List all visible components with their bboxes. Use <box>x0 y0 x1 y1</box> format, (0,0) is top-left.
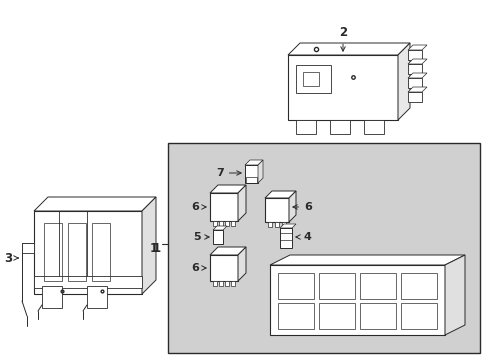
Bar <box>224 221 228 226</box>
Polygon shape <box>407 59 426 64</box>
Bar <box>219 281 223 286</box>
Bar <box>44 223 62 281</box>
Bar <box>34 211 142 294</box>
Bar <box>407 78 421 88</box>
Bar <box>407 92 421 102</box>
Polygon shape <box>238 185 245 221</box>
Bar <box>318 303 354 329</box>
Bar <box>209 193 238 221</box>
Bar <box>407 50 421 60</box>
Polygon shape <box>397 43 409 120</box>
Bar <box>92 223 110 281</box>
Text: 1: 1 <box>149 242 158 255</box>
Bar <box>34 276 142 288</box>
Polygon shape <box>238 247 245 281</box>
Polygon shape <box>264 191 295 198</box>
Bar <box>42 286 62 308</box>
Polygon shape <box>444 255 464 335</box>
Polygon shape <box>407 73 426 78</box>
Polygon shape <box>258 160 263 183</box>
Text: 1: 1 <box>153 242 161 255</box>
Bar <box>209 255 238 281</box>
Text: 6: 6 <box>292 202 311 212</box>
Bar <box>219 221 223 226</box>
Text: 3: 3 <box>4 252 18 265</box>
Bar <box>295 65 330 93</box>
Polygon shape <box>288 191 295 222</box>
Bar <box>329 120 349 134</box>
Bar <box>400 303 436 329</box>
Bar <box>213 221 217 226</box>
Bar <box>359 273 395 299</box>
Polygon shape <box>209 185 245 193</box>
Bar <box>278 303 313 329</box>
Bar <box>245 177 257 183</box>
Text: 5: 5 <box>193 232 209 242</box>
Bar <box>295 120 315 134</box>
Polygon shape <box>407 45 426 50</box>
Polygon shape <box>269 255 464 265</box>
Polygon shape <box>407 87 426 92</box>
Bar <box>359 303 395 329</box>
Bar <box>303 72 318 86</box>
Text: 4: 4 <box>295 232 310 242</box>
Bar <box>287 55 397 120</box>
Bar <box>68 223 86 281</box>
Bar <box>168 143 479 353</box>
Bar <box>224 281 228 286</box>
Bar <box>264 198 288 222</box>
Polygon shape <box>209 247 245 255</box>
Bar <box>274 222 279 227</box>
Polygon shape <box>280 224 295 228</box>
Bar <box>280 228 291 248</box>
Polygon shape <box>213 226 226 230</box>
Bar <box>22 243 34 253</box>
Bar <box>278 273 313 299</box>
Bar <box>269 265 444 335</box>
Bar <box>230 281 235 286</box>
Bar <box>400 273 436 299</box>
Bar <box>407 64 421 74</box>
Text: 6: 6 <box>191 202 206 212</box>
Bar <box>282 222 285 227</box>
Polygon shape <box>142 197 156 294</box>
Text: 6: 6 <box>191 263 206 273</box>
Polygon shape <box>244 160 263 165</box>
Bar <box>363 120 383 134</box>
Bar <box>267 222 271 227</box>
Bar <box>244 165 258 183</box>
Bar <box>230 221 235 226</box>
Bar <box>213 230 223 244</box>
Polygon shape <box>34 197 156 211</box>
Polygon shape <box>287 43 409 55</box>
Bar <box>87 286 107 308</box>
Text: 2: 2 <box>338 26 346 51</box>
Bar <box>213 281 217 286</box>
Bar <box>318 273 354 299</box>
Text: 7: 7 <box>216 168 241 178</box>
